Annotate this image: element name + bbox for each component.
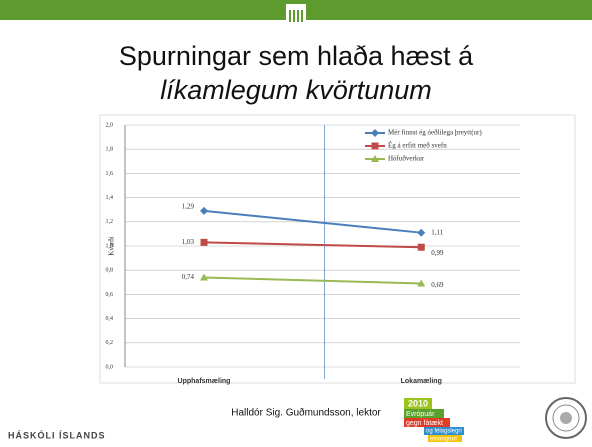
y-tick-label: 0,0 [106, 364, 114, 370]
y-tick-label: 1,2 [106, 219, 114, 225]
series-line [203, 276, 422, 285]
badge-text: einangrun [430, 437, 457, 443]
legend-label: Höfuðverkur [388, 155, 425, 163]
y-tick-label: 0,2 [106, 340, 114, 346]
series-line [203, 241, 422, 249]
marker [200, 273, 208, 281]
badge-text: gegn fátækt [406, 420, 443, 427]
marker [417, 279, 426, 287]
data-label: 1,11 [431, 228, 443, 236]
x-tick-label: Upphafsmæling [178, 378, 231, 385]
data-label: 0,99 [431, 249, 444, 257]
y-tick-label: 1,6 [106, 171, 114, 177]
author: Halldór Sig. Guðmundsson, lektor [231, 407, 381, 419]
legend-marker [371, 155, 379, 162]
y-tick-label: 0,6 [106, 292, 114, 298]
series-line [203, 209, 422, 234]
seal [545, 397, 587, 439]
x-tick-label: Lokamæling [401, 378, 442, 385]
badge-text: og félagslegri [426, 429, 462, 435]
marker [417, 228, 426, 237]
y-tick-label: 0,4 [106, 316, 114, 322]
y-tick-label: 1,4 [106, 195, 114, 201]
badge-text: Evrópuár [406, 411, 435, 418]
university: HÁSKÓLI ÍSLANDS [8, 429, 106, 440]
y-tick-label: 2,0 [106, 122, 114, 128]
legend-marker [371, 129, 379, 137]
data-label: 0,69 [431, 281, 444, 289]
logo-pillars [289, 10, 303, 22]
y-tick-label: 1,8 [106, 147, 114, 153]
badge: 2010 Evrópuár gegn fátækt og félagslegri… [404, 398, 464, 443]
legend-label: Ég á erfitt með svefn [388, 142, 447, 150]
slide-title: Spurningar sem hlaða hæst á [119, 41, 474, 71]
chart-frame [99, 114, 576, 384]
y-tick-label: 0,8 [106, 268, 114, 274]
y-axis-label: Kvarði [108, 236, 116, 255]
legend-label: Mér finnst ég óeðlilega þreytt(ur) [388, 129, 482, 137]
data-label: 0,74 [182, 273, 195, 281]
marker [417, 243, 425, 251]
legend-marker [371, 142, 379, 150]
badge-text: 2010 [408, 398, 428, 408]
marker [200, 238, 208, 246]
y-tick-label: 1,0 [106, 243, 114, 249]
data-label: 1,03 [182, 238, 195, 246]
slide-subtitle: líkamlegum kvörtunum [160, 75, 432, 105]
data-label: 1,29 [182, 203, 195, 211]
marker [200, 206, 208, 215]
